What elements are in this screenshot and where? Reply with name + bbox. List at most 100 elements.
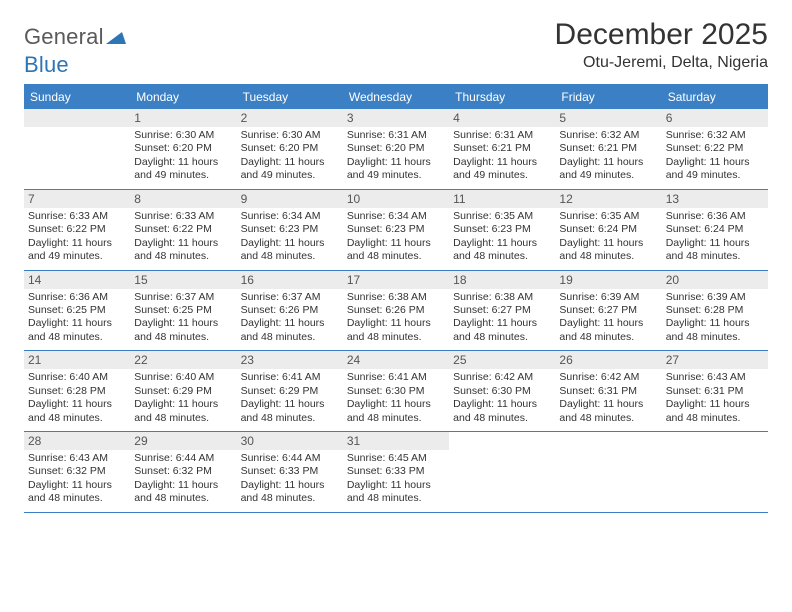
day-number: 30: [237, 432, 343, 450]
calendar-grid: Sunday Monday Tuesday Wednesday Thursday…: [24, 84, 768, 513]
sunset-text: Sunset: 6:33 PM: [241, 465, 339, 478]
day-cell: 7Sunrise: 6:33 AMSunset: 6:22 PMDaylight…: [24, 190, 130, 270]
sunrise-text: Sunrise: 6:35 AM: [453, 210, 551, 223]
sunset-text: Sunset: 6:31 PM: [666, 385, 764, 398]
daylight-text: Daylight: 11 hours and 49 minutes.: [453, 156, 551, 183]
day-number: 18: [449, 271, 555, 289]
sunset-text: Sunset: 6:27 PM: [559, 304, 657, 317]
daylight-text: Daylight: 11 hours and 48 minutes.: [241, 237, 339, 264]
day-number: 24: [343, 351, 449, 369]
sunset-text: Sunset: 6:26 PM: [241, 304, 339, 317]
sunset-text: Sunset: 6:20 PM: [134, 142, 232, 155]
day-number: 15: [130, 271, 236, 289]
day-body: Sunrise: 6:37 AMSunset: 6:26 PMDaylight:…: [241, 291, 339, 345]
day-number: 2: [237, 109, 343, 127]
daylight-text: Daylight: 11 hours and 48 minutes.: [559, 317, 657, 344]
sunset-text: Sunset: 6:21 PM: [559, 142, 657, 155]
day-number: 17: [343, 271, 449, 289]
day-body: Sunrise: 6:40 AMSunset: 6:29 PMDaylight:…: [134, 371, 232, 425]
day-cell: 23Sunrise: 6:41 AMSunset: 6:29 PMDayligh…: [237, 351, 343, 431]
day-cell: [662, 432, 768, 512]
day-cell: 21Sunrise: 6:40 AMSunset: 6:28 PMDayligh…: [24, 351, 130, 431]
day-body: Sunrise: 6:42 AMSunset: 6:31 PMDaylight:…: [559, 371, 657, 425]
logo: General Blue: [24, 18, 126, 78]
sunset-text: Sunset: 6:29 PM: [241, 385, 339, 398]
day-number: 7: [24, 190, 130, 208]
day-cell: 25Sunrise: 6:42 AMSunset: 6:30 PMDayligh…: [449, 351, 555, 431]
day-number: 28: [24, 432, 130, 450]
day-number: [449, 432, 555, 450]
dow-friday: Friday: [555, 86, 661, 109]
sunrise-text: Sunrise: 6:36 AM: [28, 291, 126, 304]
daylight-text: Daylight: 11 hours and 48 minutes.: [28, 479, 126, 506]
day-body: Sunrise: 6:39 AMSunset: 6:28 PMDaylight:…: [666, 291, 764, 345]
logo-word1: General: [24, 24, 104, 49]
day-number: 23: [237, 351, 343, 369]
daylight-text: Daylight: 11 hours and 48 minutes.: [559, 237, 657, 264]
day-cell: 11Sunrise: 6:35 AMSunset: 6:23 PMDayligh…: [449, 190, 555, 270]
logo-text: General Blue: [24, 24, 126, 78]
sunrise-text: Sunrise: 6:33 AM: [134, 210, 232, 223]
daylight-text: Daylight: 11 hours and 48 minutes.: [241, 479, 339, 506]
day-number: 3: [343, 109, 449, 127]
day-cell: 12Sunrise: 6:35 AMSunset: 6:24 PMDayligh…: [555, 190, 661, 270]
dow-thursday: Thursday: [449, 86, 555, 109]
sunrise-text: Sunrise: 6:39 AM: [666, 291, 764, 304]
day-body: Sunrise: 6:45 AMSunset: 6:33 PMDaylight:…: [347, 452, 445, 506]
day-cell: 13Sunrise: 6:36 AMSunset: 6:24 PMDayligh…: [662, 190, 768, 270]
day-number: 4: [449, 109, 555, 127]
day-cell: [449, 432, 555, 512]
day-body: Sunrise: 6:44 AMSunset: 6:33 PMDaylight:…: [241, 452, 339, 506]
day-body: Sunrise: 6:32 AMSunset: 6:21 PMDaylight:…: [559, 129, 657, 183]
day-number: 11: [449, 190, 555, 208]
day-body: Sunrise: 6:34 AMSunset: 6:23 PMDaylight:…: [347, 210, 445, 264]
day-body: Sunrise: 6:32 AMSunset: 6:22 PMDaylight:…: [666, 129, 764, 183]
daylight-text: Daylight: 11 hours and 48 minutes.: [559, 398, 657, 425]
daylight-text: Daylight: 11 hours and 48 minutes.: [134, 237, 232, 264]
daylight-text: Daylight: 11 hours and 48 minutes.: [666, 237, 764, 264]
day-body: Sunrise: 6:42 AMSunset: 6:30 PMDaylight:…: [453, 371, 551, 425]
daylight-text: Daylight: 11 hours and 48 minutes.: [347, 479, 445, 506]
logo-word2: Blue: [24, 52, 69, 77]
sunrise-text: Sunrise: 6:32 AM: [559, 129, 657, 142]
day-number: 12: [555, 190, 661, 208]
daylight-text: Daylight: 11 hours and 48 minutes.: [241, 317, 339, 344]
sunset-text: Sunset: 6:29 PM: [134, 385, 232, 398]
day-cell: 28Sunrise: 6:43 AMSunset: 6:32 PMDayligh…: [24, 432, 130, 512]
calendar-page: General Blue December 2025 Otu-Jeremi, D…: [0, 0, 792, 525]
sunset-text: Sunset: 6:30 PM: [453, 385, 551, 398]
sunset-text: Sunset: 6:28 PM: [28, 385, 126, 398]
day-cell: 27Sunrise: 6:43 AMSunset: 6:31 PMDayligh…: [662, 351, 768, 431]
sunrise-text: Sunrise: 6:45 AM: [347, 452, 445, 465]
daylight-text: Daylight: 11 hours and 48 minutes.: [453, 398, 551, 425]
day-cell: 6Sunrise: 6:32 AMSunset: 6:22 PMDaylight…: [662, 109, 768, 189]
sunset-text: Sunset: 6:24 PM: [559, 223, 657, 236]
daylight-text: Daylight: 11 hours and 48 minutes.: [241, 398, 339, 425]
sunrise-text: Sunrise: 6:37 AM: [134, 291, 232, 304]
day-cell: 4Sunrise: 6:31 AMSunset: 6:21 PMDaylight…: [449, 109, 555, 189]
day-body: Sunrise: 6:34 AMSunset: 6:23 PMDaylight:…: [241, 210, 339, 264]
day-cell: 30 Sunrise: 6:44 AMSunset: 6:33 PMDayligh…: [237, 432, 343, 512]
sunrise-text: Sunrise: 6:31 AM: [347, 129, 445, 142]
sunrise-text: Sunrise: 6:42 AM: [559, 371, 657, 384]
weeks-container: 1Sunrise: 6:30 AMSunset: 6:20 PMDaylight…: [24, 109, 768, 513]
day-cell: [555, 432, 661, 512]
day-number: 21: [24, 351, 130, 369]
day-cell: 10Sunrise: 6:34 AMSunset: 6:23 PMDayligh…: [343, 190, 449, 270]
sunset-text: Sunset: 6:33 PM: [347, 465, 445, 478]
sunrise-text: Sunrise: 6:40 AM: [134, 371, 232, 384]
sunset-text: Sunset: 6:24 PM: [666, 223, 764, 236]
header: General Blue December 2025 Otu-Jeremi, D…: [24, 18, 768, 78]
days-of-week-row: Sunday Monday Tuesday Wednesday Thursday…: [24, 86, 768, 109]
day-body: Sunrise: 6:37 AMSunset: 6:25 PMDaylight:…: [134, 291, 232, 345]
day-body: Sunrise: 6:30 AMSunset: 6:20 PMDaylight:…: [241, 129, 339, 183]
day-number: [24, 109, 130, 127]
sunset-text: Sunset: 6:22 PM: [666, 142, 764, 155]
day-number: 5: [555, 109, 661, 127]
day-cell: 24Sunrise: 6:41 AMSunset: 6:30 PMDayligh…: [343, 351, 449, 431]
day-cell: 16Sunrise: 6:37 AMSunset: 6:26 PMDayligh…: [237, 271, 343, 351]
day-cell: 17Sunrise: 6:38 AMSunset: 6:26 PMDayligh…: [343, 271, 449, 351]
daylight-text: Daylight: 11 hours and 48 minutes.: [28, 398, 126, 425]
day-cell: 20Sunrise: 6:39 AMSunset: 6:28 PMDayligh…: [662, 271, 768, 351]
sunrise-text: Sunrise: 6:34 AM: [347, 210, 445, 223]
